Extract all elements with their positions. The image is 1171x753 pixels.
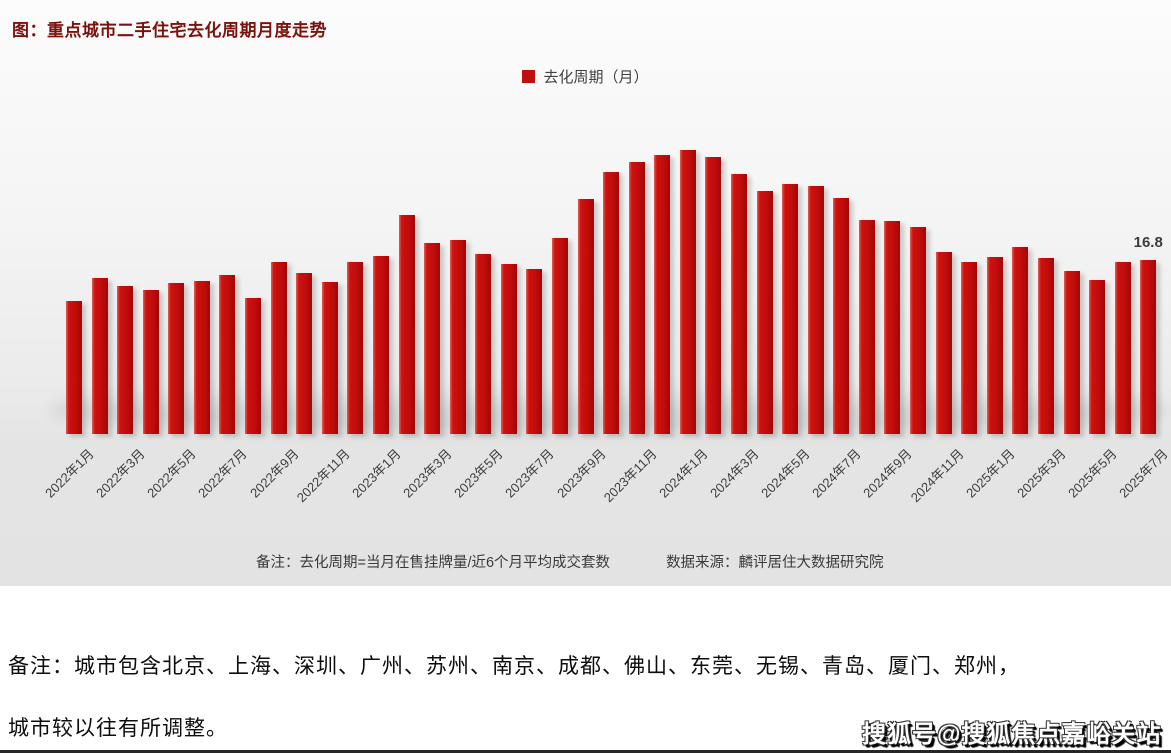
bottom-divider-line xyxy=(0,750,1171,753)
bar xyxy=(858,219,875,434)
bar xyxy=(705,156,722,434)
bar xyxy=(1063,270,1080,434)
chart-legend: 去化周期（月） xyxy=(0,66,1171,87)
bar xyxy=(807,185,824,434)
bar xyxy=(551,237,568,434)
bar xyxy=(603,172,620,434)
bar xyxy=(321,282,338,434)
legend-swatch-red-square xyxy=(522,70,536,83)
bar xyxy=(833,198,850,434)
legend-label: 去化周期（月） xyxy=(543,69,649,86)
bar xyxy=(1089,279,1106,434)
chart-source-note: 数据来源：麟评居住大数据研究院 xyxy=(666,555,884,571)
bar xyxy=(142,290,159,434)
destocking-cycle-chart: 图：重点城市二手住宅去化周期月度走势 去化周期（月） 16.8 2022年1月 2… xyxy=(0,0,1171,586)
bar xyxy=(1114,262,1131,434)
bar xyxy=(193,280,210,434)
bar xyxy=(731,174,747,434)
bar xyxy=(577,199,594,434)
bar xyxy=(424,242,441,434)
bar xyxy=(66,300,82,434)
bar xyxy=(245,297,262,434)
bar xyxy=(219,274,236,434)
page-note-line2: 城市较以往有所调整。 xyxy=(8,716,228,740)
bar xyxy=(782,183,799,434)
watermark-sohu-account: 搜狐号@搜狐焦点嘉峪关站 xyxy=(862,721,1162,748)
chart-title: 图：重点城市二手住宅去化周期月度走势 xyxy=(12,21,327,40)
bar xyxy=(500,264,517,434)
bar xyxy=(372,256,389,434)
bar xyxy=(986,257,1003,434)
chart-footnotes: 备注：去化周期=当月在售挂牌量/近6个月平均成交套数 数据来源：麟评居住大数据研… xyxy=(256,551,884,572)
bar xyxy=(449,239,466,434)
page-note-line1: 备注：城市包含北京、上海、深圳、广州、苏州、南京、成都、佛山、东莞、无锡、青岛、… xyxy=(8,654,1020,678)
last-value-label: 16.8 xyxy=(1133,234,1163,252)
bar xyxy=(91,277,108,434)
bar xyxy=(961,262,978,434)
bar xyxy=(270,262,287,434)
bar xyxy=(117,286,134,434)
bar xyxy=(526,268,543,434)
bar xyxy=(935,252,952,434)
plot-area: 16.8 2022年1月 2022年3月 2022年5月 2022年7月 2022年9月… xyxy=(42,149,1171,505)
bar xyxy=(1037,258,1054,434)
bar xyxy=(168,283,185,434)
bar xyxy=(628,162,645,434)
chart-formula-note: 备注：去化周期=当月在售挂牌量/近6个月平均成交套数 xyxy=(256,555,611,571)
x-axis-label: 2025年7月 xyxy=(1116,446,1171,501)
bar xyxy=(884,220,901,434)
bar xyxy=(347,262,364,434)
bar xyxy=(756,191,773,434)
bar xyxy=(398,214,415,434)
bar xyxy=(1012,246,1029,434)
bar xyxy=(296,272,313,434)
bar xyxy=(679,149,696,434)
bar xyxy=(654,154,671,434)
bar xyxy=(910,227,927,434)
bar xyxy=(1140,260,1157,434)
bar xyxy=(475,254,492,434)
